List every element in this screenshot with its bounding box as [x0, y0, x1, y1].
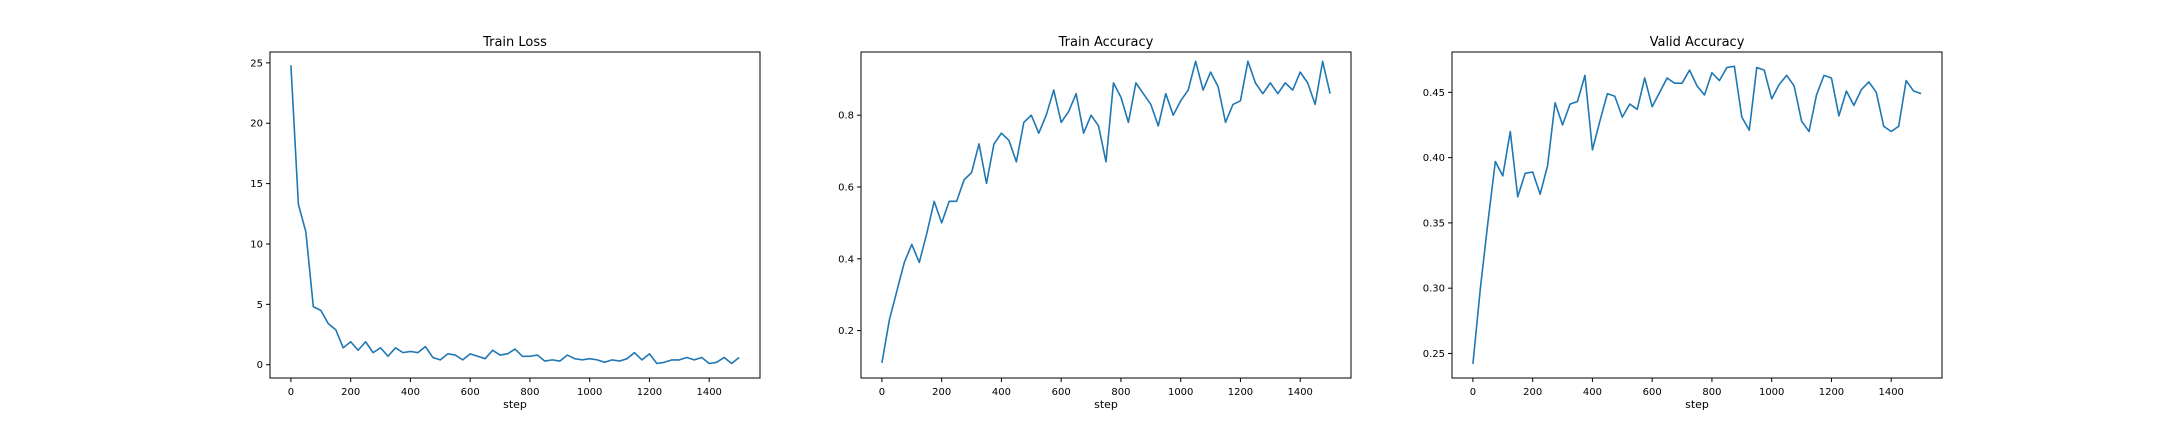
x-tick-label: 0 [288, 387, 294, 398]
y-tick-label: 0.8 [838, 111, 854, 122]
y-tick-label: 0.45 [1423, 88, 1445, 99]
x-tick-label: 800 [520, 387, 539, 398]
y-tick-label: 25 [250, 58, 263, 69]
y-tick-label: 15 [250, 179, 263, 190]
y-tick-label: 5 [257, 300, 263, 311]
x-tick-label: 0 [1470, 387, 1476, 398]
x-tick-label: 1200 [1819, 387, 1844, 398]
x-tick-label: 0 [879, 387, 885, 398]
plot-frame [860, 51, 1352, 379]
chart-title: Train Loss [482, 35, 547, 50]
y-tick-label: 10 [250, 239, 263, 250]
x-tick-label: 1000 [1168, 387, 1193, 398]
x-tick-label: 1000 [577, 387, 602, 398]
x-tick-label: 600 [461, 387, 480, 398]
series-line-0 [290, 65, 740, 365]
y-tick-label: 0 [257, 360, 263, 371]
x-tick-label: 200 [341, 387, 360, 398]
panel-train-loss: Train Loss step 0 200 400 600 800 1000 1200 140… [250, 35, 761, 411]
x-tick-label: 200 [932, 387, 951, 398]
x-tick-label: 1200 [637, 387, 662, 398]
x-axis-label: step [503, 398, 527, 411]
y-tick-label: 0.30 [1423, 284, 1445, 295]
y-tick-label: 0.2 [838, 326, 854, 337]
plot-frame [269, 51, 761, 379]
series-line-0 [881, 60, 1331, 364]
x-tick-label: 600 [1643, 387, 1662, 398]
x-tick-label: 400 [992, 387, 1011, 398]
x-tick-label: 1400 [1287, 387, 1312, 398]
x-tick-label: 600 [1052, 387, 1071, 398]
x-tick-label: 800 [1702, 387, 1721, 398]
x-tick-label: 1000 [1759, 387, 1784, 398]
x-axis-label: step [1094, 398, 1118, 411]
y-tick-label: 20 [250, 119, 263, 130]
y-tick-label: 0.25 [1423, 349, 1445, 360]
plot-frame [1451, 51, 1943, 379]
x-tick-label: 200 [1523, 387, 1542, 398]
x-tick-label: 1400 [1878, 387, 1903, 398]
panel-valid-accuracy: Valid Accuracy step 0 200 400 600 800 1000 120… [1423, 35, 1943, 411]
x-axis-label: step [1685, 398, 1709, 411]
y-tick-label: 0.4 [838, 254, 854, 265]
chart-title: Valid Accuracy [1650, 35, 1745, 50]
x-tick-label: 800 [1111, 387, 1130, 398]
y-tick-label: 0.35 [1423, 218, 1445, 229]
x-tick-label: 1400 [696, 387, 721, 398]
chart-title: Train Accuracy [1058, 35, 1154, 50]
panel-train-accuracy: Train Accuracy step 0 200 400 600 800 1000 120… [838, 35, 1352, 411]
x-tick-label: 1200 [1228, 387, 1253, 398]
y-tick-label: 0.40 [1423, 153, 1445, 164]
series-line-0 [1472, 65, 1922, 364]
x-tick-label: 400 [401, 387, 420, 398]
y-tick-label: 0.6 [838, 182, 854, 193]
x-tick-label: 400 [1583, 387, 1602, 398]
